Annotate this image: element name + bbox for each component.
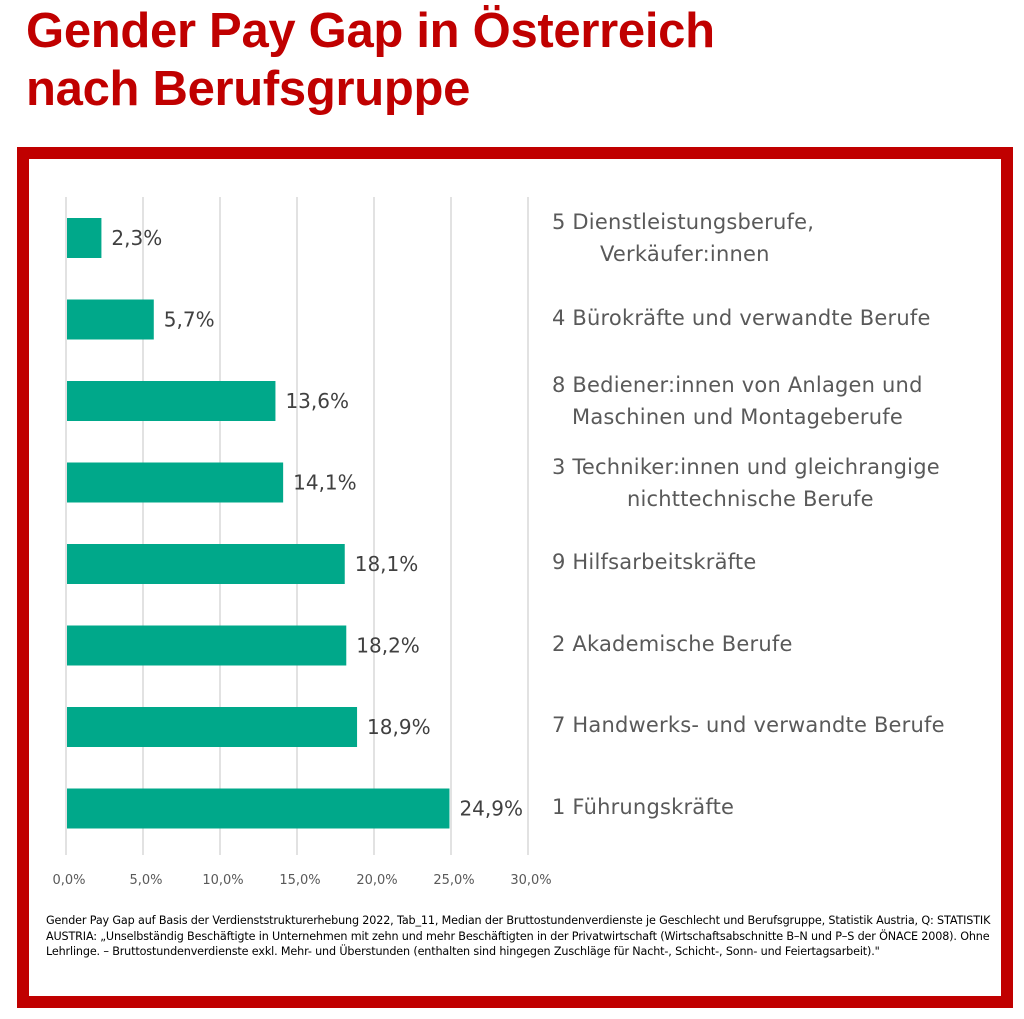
category-label: 8 Bediener:innen von Anlagen und Maschine… [552,369,923,433]
bar [67,625,347,666]
category-label-line: 7 Handwerks- und verwandte Berufe [552,713,945,737]
chart-title: Gender Pay Gap in Österreich nach Berufs… [26,2,715,118]
category-label: 2 Akademische Berufe [552,628,793,660]
x-tick-label: 0,0% [52,873,85,888]
value-label: 14,1% [293,471,357,495]
value-labels: 2,3% 5,7% 13,6% 14,1% 18,1% 18,2% 18,9% 24,9% [111,226,523,821]
category-label-line: 4 Bürokräfte und verwandte Berufe [552,305,931,330]
bar [67,788,450,829]
category-label-line: nichttechnische Berufe [627,486,874,511]
category-label: 4 Bürokräfte und verwandte Berufe [552,302,931,334]
category-label: 9 Hilfsarbeitskräfte [552,546,756,578]
category-label-line: 9 Hilfsarbeitskräfte [552,550,757,574]
value-label: 13,6% [285,389,349,413]
value-label: 24,9% [459,797,523,821]
value-label: 5,7% [164,308,215,332]
bar [67,381,276,421]
category-label: 5 Dienstleistungsberufe, Verkäufer:innen [552,206,814,270]
title-line-2: nach Berufsgruppe [26,62,471,116]
category-label-line: 8 Bediener:innen von Anlagen und [552,373,923,397]
x-tick-label: 25,0% [433,873,474,888]
title-line-1: Gender Pay Gap in Österreich [26,4,715,58]
category-label-line: 2 Akademische Berufe [552,631,793,656]
bar [67,544,345,584]
source-footnote: Gender Pay Gap auf Basis der Verdienstst… [46,914,991,958]
gridlines [65,197,529,855]
value-label: 2,3% [111,226,162,250]
bars [67,218,450,829]
category-label-line: Verkäufer:innen [600,242,770,266]
x-tick-label: 10,0% [202,873,243,888]
category-label: 3 Techniker:innen und gleichrangige nicht… [552,451,940,515]
bar [67,707,358,747]
x-tick-label: 5,0% [129,873,162,888]
x-tick-label: 30,0% [510,873,551,888]
value-label: 18,2% [356,634,420,658]
bar [67,299,154,340]
x-axis-tick-labels: 0,0% 5,0% 10,0% 15,0% 20,0% 25,0% 30,0% [52,873,551,888]
category-label-line: 1 Führungskräfte [552,794,735,819]
x-tick-label: 20,0% [356,873,397,888]
bar [67,218,102,258]
value-label: 18,1% [355,552,419,576]
category-label: 1 Führungskräfte [552,791,734,823]
category-label-line: 3 Techniker:innen und gleichrangige [552,454,940,479]
category-label-line: 5 Dienstleistungsberufe, [552,210,815,234]
bar [67,462,284,503]
value-label: 18,9% [367,715,431,739]
category-label: 7 Handwerks- und verwandte Berufe [552,709,945,741]
category-label-line: Maschinen und Montageberufe [572,405,903,429]
x-tick-label: 15,0% [279,873,320,888]
